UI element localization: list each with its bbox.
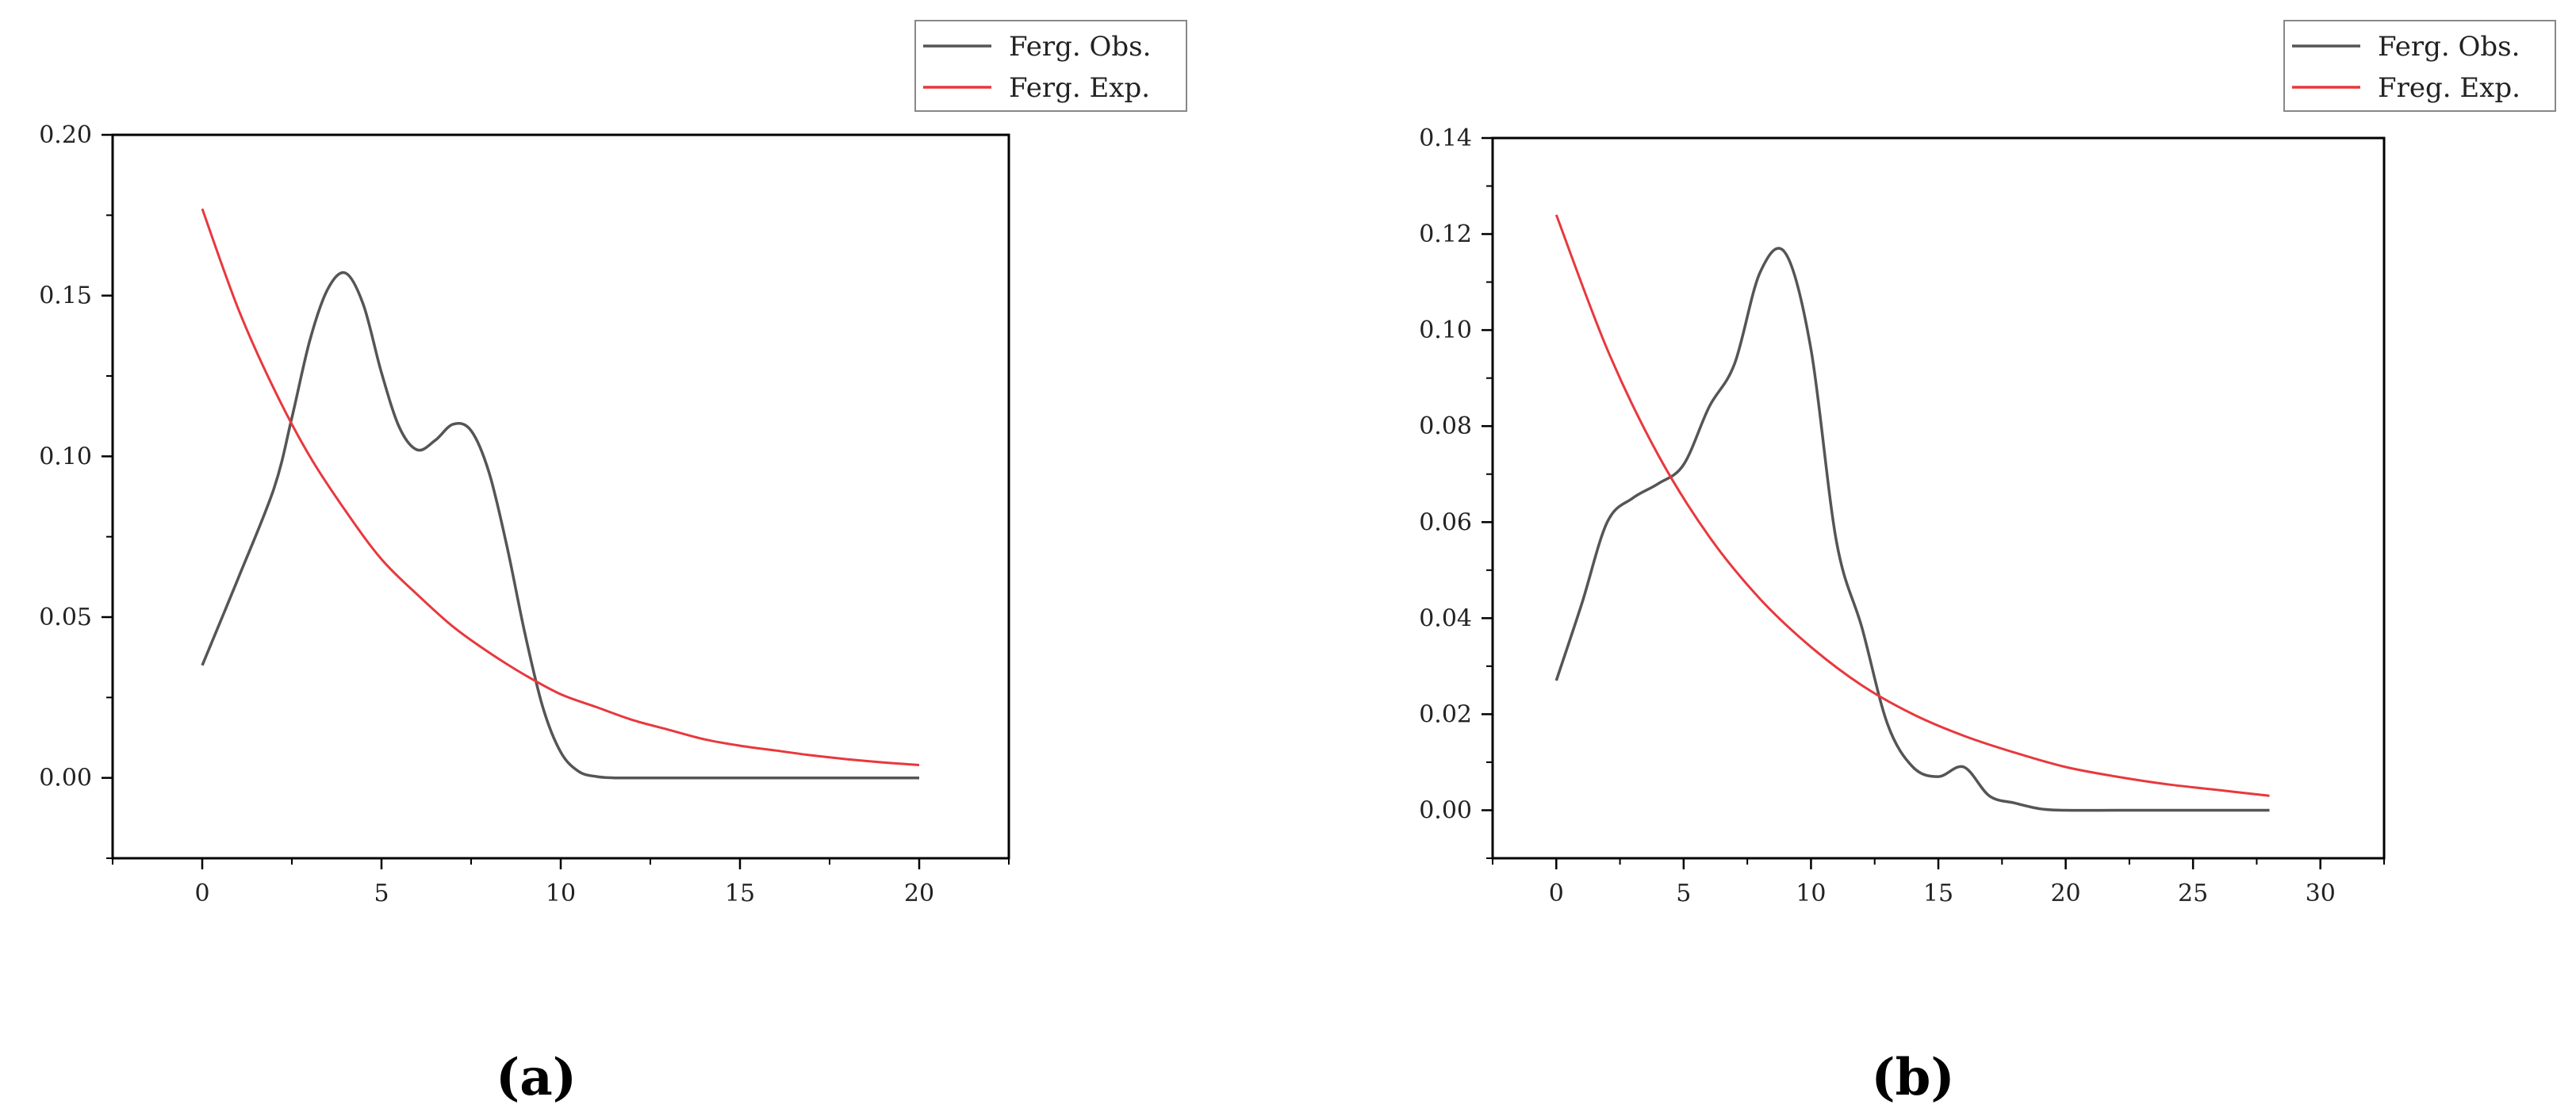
x-tick-label: 0: [194, 880, 209, 907]
x-tick-label: 30: [2306, 880, 2336, 907]
x-tick-label: 10: [546, 880, 576, 907]
series-line-expected: [1554, 214, 2270, 797]
y-tick-label: 0.10: [1419, 316, 1472, 344]
x-tick-label: 15: [725, 880, 755, 907]
plot-frame: [1491, 136, 2386, 860]
x-tick-label: 15: [1923, 880, 1953, 907]
y-tick-label: 0.14: [1419, 125, 1472, 152]
x-tick-label: 10: [1796, 880, 1826, 907]
y-tick-label: 0.15: [39, 282, 92, 310]
series-line-expected: [201, 208, 920, 766]
legend-label: Ferg. Exp.: [1009, 72, 1150, 104]
y-tick-label: 0.20: [39, 121, 92, 149]
x-tick-label: 25: [2178, 880, 2208, 907]
y-tick-label: 0.05: [39, 604, 92, 631]
series-line-observed: [1554, 247, 2270, 812]
x-tick-label: 5: [374, 880, 389, 907]
y-tick-label: 0.00: [39, 765, 92, 792]
legend: Ferg. Obs. Freg. Exp.: [2283, 20, 2556, 112]
panel-label: (a): [496, 1048, 577, 1107]
legend-box: [914, 20, 1187, 112]
y-tick-label: 0.02: [1419, 700, 1472, 728]
y-tick-label: 0.10: [39, 443, 92, 470]
x-tick-label: 0: [1549, 880, 1564, 907]
legend-box: [2283, 20, 2556, 112]
y-tick-label: 0.00: [1419, 796, 1472, 824]
y-tick-label: 0.08: [1419, 412, 1472, 440]
legend-label: Ferg. Obs.: [1009, 31, 1151, 63]
y-tick-label: 0.06: [1419, 508, 1472, 536]
x-tick-label: 20: [904, 880, 934, 907]
series-line-observed: [201, 270, 919, 780]
x-tick-label: 20: [2050, 880, 2080, 907]
y-tick-label: 0.04: [1419, 604, 1472, 632]
chart-panel-b: 0 5 10 15 20 25 30 0.00 0.02 0.04 0.06 0.08 0.10 0.12…: [1419, 20, 2556, 1107]
legend-label: Freg. Exp.: [2378, 72, 2520, 104]
legend-label: Ferg. Obs.: [2378, 31, 2520, 63]
panel-label: (b): [1871, 1048, 1954, 1107]
x-tick-label: 5: [1676, 880, 1691, 907]
legend: Ferg. Obs. Ferg. Exp.: [914, 20, 1187, 112]
y-tick-label: 0.12: [1419, 221, 1472, 248]
